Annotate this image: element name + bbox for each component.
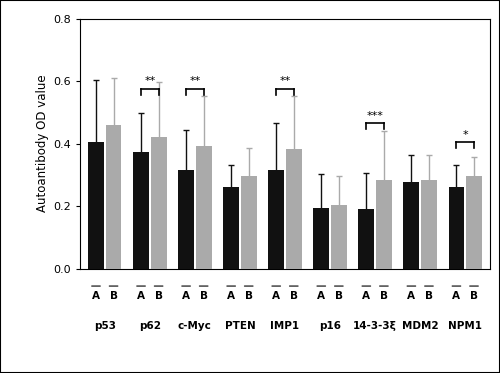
Text: A: A (137, 291, 145, 301)
Text: **: ** (144, 76, 156, 87)
Text: B: B (244, 291, 252, 301)
Text: **: ** (280, 76, 290, 87)
Text: p62: p62 (139, 321, 161, 331)
Text: *: * (462, 129, 468, 140)
Bar (466, 176, 482, 269)
Text: **: ** (190, 76, 200, 87)
Text: B: B (110, 291, 118, 301)
Bar (314, 208, 329, 269)
Bar (376, 179, 392, 269)
Y-axis label: Autoantibody OD value: Autoantibody OD value (36, 75, 49, 212)
Text: c-Myc: c-Myc (178, 321, 212, 331)
Text: A: A (452, 291, 460, 301)
Bar (106, 125, 122, 269)
Text: MDM2: MDM2 (402, 321, 438, 331)
Text: NPM1: NPM1 (448, 321, 482, 331)
Bar (448, 187, 464, 269)
Text: ***: *** (366, 111, 384, 121)
Text: A: A (408, 291, 416, 301)
Bar (404, 182, 419, 269)
Bar (196, 146, 212, 269)
Bar (150, 137, 166, 269)
Text: IMP1: IMP1 (270, 321, 300, 331)
Text: B: B (425, 291, 433, 301)
Bar (286, 149, 302, 269)
Text: A: A (362, 291, 370, 301)
Bar (224, 187, 239, 269)
Text: B: B (200, 291, 207, 301)
Text: PTEN: PTEN (224, 321, 256, 331)
Bar (241, 176, 256, 269)
Text: B: B (470, 291, 478, 301)
Text: B: B (380, 291, 388, 301)
Bar (268, 170, 284, 269)
Text: 14-3-3ξ: 14-3-3ξ (353, 321, 397, 331)
Text: p16: p16 (319, 321, 341, 331)
Text: B: B (335, 291, 343, 301)
Bar (133, 152, 149, 269)
Text: A: A (318, 291, 326, 301)
Text: B: B (154, 291, 162, 301)
Bar (331, 206, 346, 269)
Text: p53: p53 (94, 321, 116, 331)
Text: A: A (272, 291, 280, 301)
Bar (178, 170, 194, 269)
Text: A: A (92, 291, 100, 301)
Text: A: A (227, 291, 235, 301)
Text: A: A (182, 291, 190, 301)
Bar (88, 142, 104, 269)
Bar (358, 209, 374, 269)
Bar (421, 180, 437, 269)
Text: B: B (290, 291, 298, 301)
